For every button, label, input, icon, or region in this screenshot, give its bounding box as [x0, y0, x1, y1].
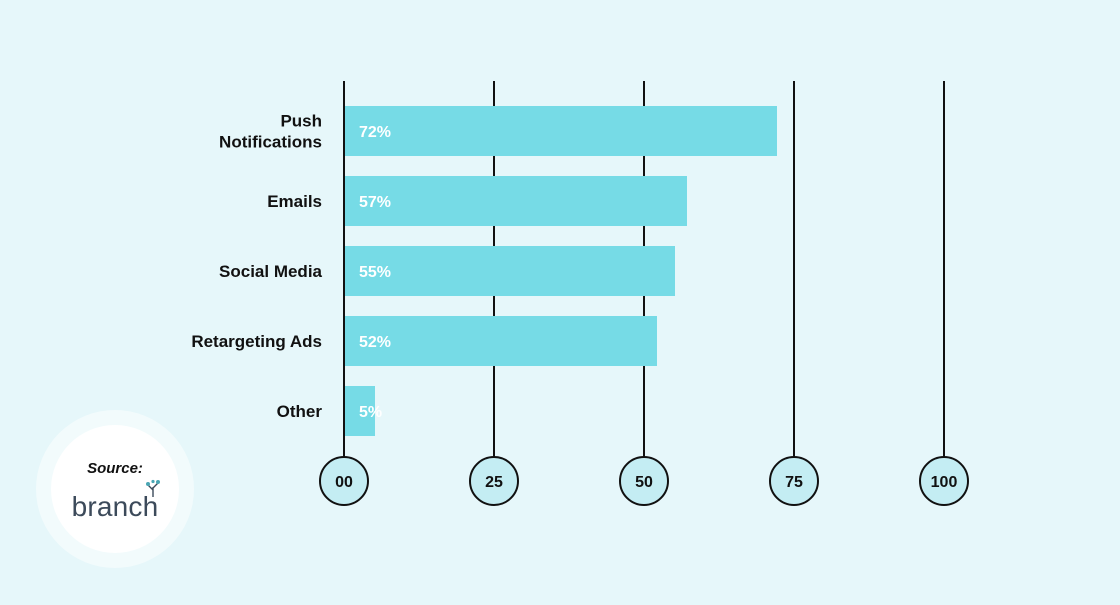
category-label-1: Emails	[267, 192, 322, 211]
tick-circle-100	[919, 456, 969, 506]
bar-2	[345, 246, 675, 296]
bar-0	[345, 106, 777, 156]
category-label-0: Push Notifications	[219, 112, 322, 152]
branch-tree-icon	[146, 479, 161, 497]
bar-value-label-1: 57%	[359, 194, 391, 211]
tick-label-75: 75	[785, 474, 803, 491]
tick-circle-50	[619, 456, 669, 506]
bar-1	[345, 176, 687, 226]
tick-label-25: 25	[485, 474, 503, 491]
source-inner-circle: Source: branch	[51, 425, 179, 553]
source-badge: Source: branch	[36, 410, 194, 568]
tick-label-00: 00	[335, 474, 353, 491]
tick-circle-75	[769, 456, 819, 506]
category-label-2: Social Media	[219, 262, 323, 281]
category-label-4: Other	[277, 402, 323, 421]
tick-label-50: 50	[635, 474, 653, 491]
tick-label-100: 100	[931, 474, 958, 491]
source-label: Source:	[87, 459, 143, 477]
branch-logo-text: branch	[71, 490, 159, 522]
branch-logo: branch	[71, 479, 161, 522]
tick-circle-25	[469, 456, 519, 506]
bar-value-label-4: 5%	[359, 404, 382, 421]
bar-3	[345, 316, 657, 366]
bar-value-label-2: 55%	[359, 264, 391, 281]
bar-value-label-0: 72%	[359, 124, 391, 141]
bar-value-label-3: 52%	[359, 334, 391, 351]
tick-circle-00	[319, 456, 369, 506]
category-label-3: Retargeting Ads	[191, 332, 322, 351]
bar-4	[345, 386, 375, 436]
